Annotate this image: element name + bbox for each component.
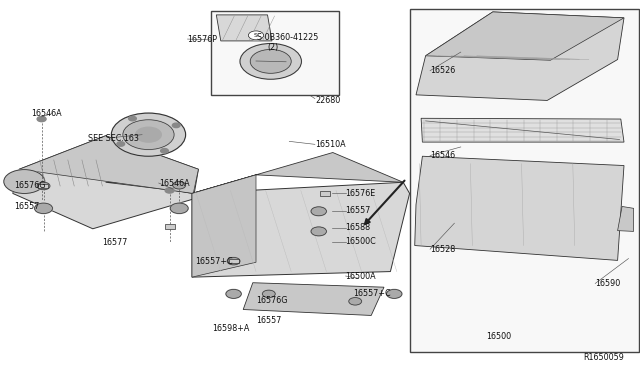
Circle shape bbox=[161, 148, 168, 153]
Text: 16546: 16546 bbox=[430, 151, 455, 160]
Circle shape bbox=[129, 116, 136, 121]
Polygon shape bbox=[426, 12, 624, 60]
Circle shape bbox=[136, 127, 161, 142]
Circle shape bbox=[35, 203, 52, 214]
Circle shape bbox=[262, 290, 275, 298]
Bar bbox=[229, 259, 239, 263]
Circle shape bbox=[226, 289, 241, 298]
Text: 16546A: 16546A bbox=[31, 109, 61, 118]
Polygon shape bbox=[192, 153, 403, 193]
Polygon shape bbox=[216, 15, 272, 41]
Polygon shape bbox=[415, 156, 624, 260]
Text: 16557+C: 16557+C bbox=[353, 289, 391, 298]
Text: (2): (2) bbox=[268, 43, 279, 52]
Polygon shape bbox=[192, 175, 256, 277]
Circle shape bbox=[311, 207, 326, 216]
Circle shape bbox=[250, 49, 291, 73]
Text: 16500A: 16500A bbox=[346, 272, 376, 280]
Circle shape bbox=[227, 257, 240, 265]
Text: S: S bbox=[254, 33, 258, 38]
Text: 16526: 16526 bbox=[430, 66, 455, 75]
Bar bbox=[38, 184, 48, 188]
Circle shape bbox=[37, 116, 46, 122]
Text: 16576G: 16576G bbox=[256, 296, 287, 305]
Bar bbox=[410, 9, 639, 352]
Text: 16557: 16557 bbox=[256, 316, 282, 325]
Text: 16576E: 16576E bbox=[346, 189, 376, 198]
Text: 16546A: 16546A bbox=[159, 179, 189, 187]
Text: 16598+A: 16598+A bbox=[212, 324, 250, 333]
Polygon shape bbox=[192, 182, 410, 277]
Bar bbox=[165, 224, 175, 229]
Polygon shape bbox=[13, 136, 198, 229]
Circle shape bbox=[387, 289, 402, 298]
Text: 16510A: 16510A bbox=[315, 140, 346, 149]
Circle shape bbox=[117, 142, 125, 146]
Text: 16576P: 16576P bbox=[188, 35, 218, 44]
Text: 16528: 16528 bbox=[430, 245, 455, 254]
Polygon shape bbox=[416, 12, 624, 100]
Circle shape bbox=[170, 203, 188, 214]
Polygon shape bbox=[618, 206, 634, 231]
Text: SEE SEC.163: SEE SEC.163 bbox=[88, 134, 139, 143]
Circle shape bbox=[37, 182, 50, 190]
Text: 16557: 16557 bbox=[346, 206, 371, 215]
Text: 16500C: 16500C bbox=[346, 237, 376, 246]
Circle shape bbox=[248, 31, 264, 40]
Polygon shape bbox=[243, 283, 384, 315]
Circle shape bbox=[173, 182, 186, 189]
Text: S 0B360-41225: S 0B360-41225 bbox=[257, 33, 319, 42]
Text: 16588: 16588 bbox=[346, 223, 371, 232]
Circle shape bbox=[311, 227, 326, 236]
Text: 16577: 16577 bbox=[102, 238, 128, 247]
Text: 22680: 22680 bbox=[315, 96, 340, 105]
Circle shape bbox=[165, 188, 174, 193]
Bar bbox=[211, 11, 339, 95]
Circle shape bbox=[349, 298, 362, 305]
Text: 16557+C: 16557+C bbox=[195, 257, 233, 266]
Text: 16500: 16500 bbox=[486, 332, 511, 341]
Circle shape bbox=[172, 123, 180, 128]
Text: R1650059: R1650059 bbox=[584, 353, 625, 362]
Bar bbox=[320, 191, 330, 196]
Polygon shape bbox=[19, 136, 198, 193]
Circle shape bbox=[4, 170, 45, 193]
Polygon shape bbox=[421, 118, 624, 142]
Circle shape bbox=[240, 44, 301, 79]
Polygon shape bbox=[106, 182, 198, 193]
Circle shape bbox=[123, 120, 174, 150]
Text: 16590: 16590 bbox=[595, 279, 620, 288]
Text: 16576G: 16576G bbox=[14, 181, 45, 190]
Circle shape bbox=[111, 113, 186, 156]
Text: 16557: 16557 bbox=[14, 202, 40, 211]
